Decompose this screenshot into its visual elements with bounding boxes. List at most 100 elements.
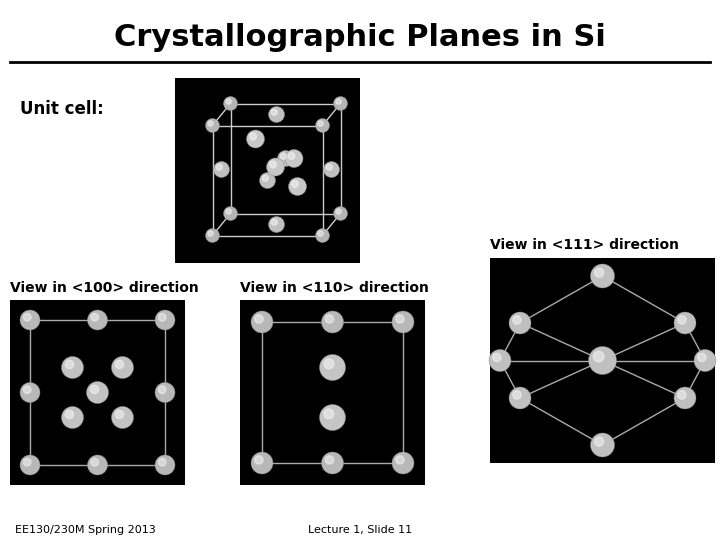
Circle shape: [333, 206, 348, 220]
Bar: [490, 258, 715, 463]
Circle shape: [155, 310, 175, 330]
Circle shape: [61, 356, 84, 379]
Circle shape: [250, 133, 256, 140]
Circle shape: [323, 161, 340, 178]
Circle shape: [223, 97, 238, 111]
Circle shape: [320, 354, 346, 381]
Circle shape: [318, 121, 323, 126]
Circle shape: [315, 118, 330, 132]
Circle shape: [288, 153, 295, 159]
Circle shape: [674, 312, 696, 334]
Circle shape: [61, 407, 84, 429]
Bar: [10, 300, 185, 485]
Text: View in <110> direction: View in <110> direction: [240, 281, 429, 295]
Circle shape: [322, 452, 343, 474]
Circle shape: [66, 410, 73, 418]
Circle shape: [325, 456, 333, 464]
Circle shape: [155, 382, 175, 402]
Circle shape: [23, 386, 31, 394]
Circle shape: [255, 456, 263, 464]
Circle shape: [320, 404, 346, 430]
Circle shape: [23, 458, 31, 466]
Circle shape: [336, 209, 341, 214]
Circle shape: [292, 180, 298, 187]
Circle shape: [269, 217, 284, 233]
Circle shape: [509, 312, 531, 334]
Circle shape: [674, 387, 696, 409]
Circle shape: [271, 109, 277, 116]
Text: View in <111> direction: View in <111> direction: [490, 238, 679, 252]
Text: View in <100> direction: View in <100> direction: [10, 281, 199, 295]
Circle shape: [208, 231, 213, 236]
Circle shape: [285, 150, 303, 167]
Circle shape: [326, 164, 333, 170]
Circle shape: [513, 316, 521, 324]
Circle shape: [262, 175, 269, 181]
Circle shape: [588, 347, 616, 375]
Circle shape: [325, 315, 333, 323]
Circle shape: [112, 356, 133, 379]
Circle shape: [269, 106, 284, 123]
Circle shape: [595, 437, 603, 446]
Circle shape: [255, 315, 263, 323]
Circle shape: [678, 316, 686, 324]
Circle shape: [698, 353, 706, 362]
Circle shape: [88, 455, 107, 475]
Circle shape: [155, 455, 175, 475]
Circle shape: [324, 409, 334, 419]
Circle shape: [396, 315, 404, 323]
Circle shape: [315, 228, 330, 242]
Circle shape: [158, 386, 166, 394]
Circle shape: [205, 118, 220, 132]
Circle shape: [322, 311, 343, 333]
Circle shape: [226, 209, 231, 214]
Circle shape: [20, 382, 40, 402]
Circle shape: [115, 410, 124, 418]
Circle shape: [20, 455, 40, 475]
Circle shape: [23, 313, 31, 321]
Text: Unit cell:: Unit cell:: [20, 100, 104, 118]
Circle shape: [251, 311, 273, 333]
Circle shape: [492, 353, 501, 362]
Circle shape: [158, 458, 166, 466]
Circle shape: [277, 151, 294, 166]
Circle shape: [271, 219, 277, 225]
Circle shape: [208, 121, 213, 126]
Circle shape: [88, 310, 107, 330]
Circle shape: [86, 381, 109, 403]
Circle shape: [336, 99, 341, 104]
Circle shape: [112, 407, 133, 429]
Circle shape: [158, 313, 166, 321]
Circle shape: [20, 310, 40, 330]
Circle shape: [318, 231, 323, 236]
Circle shape: [205, 228, 220, 242]
Circle shape: [216, 164, 222, 170]
Circle shape: [246, 130, 264, 148]
Text: Lecture 1, Slide 11: Lecture 1, Slide 11: [308, 525, 412, 535]
Circle shape: [678, 391, 686, 399]
Circle shape: [226, 99, 231, 104]
Circle shape: [90, 385, 99, 394]
Circle shape: [66, 360, 73, 369]
Circle shape: [333, 97, 348, 111]
Circle shape: [590, 433, 614, 457]
Circle shape: [590, 264, 614, 288]
Circle shape: [259, 172, 276, 188]
Circle shape: [266, 158, 284, 176]
Text: Crystallographic Planes in Si: Crystallographic Planes in Si: [114, 24, 606, 52]
Circle shape: [223, 206, 238, 220]
Circle shape: [513, 391, 521, 399]
Bar: [240, 300, 425, 485]
Circle shape: [593, 351, 604, 362]
Bar: [175, 78, 360, 263]
Circle shape: [694, 349, 716, 372]
Circle shape: [280, 153, 287, 159]
Circle shape: [214, 161, 230, 178]
Circle shape: [396, 456, 404, 464]
Circle shape: [269, 161, 276, 168]
Circle shape: [289, 178, 307, 195]
Circle shape: [251, 452, 273, 474]
Circle shape: [91, 458, 99, 466]
Circle shape: [392, 311, 414, 333]
Text: EE130/230M Spring 2013: EE130/230M Spring 2013: [15, 525, 156, 535]
